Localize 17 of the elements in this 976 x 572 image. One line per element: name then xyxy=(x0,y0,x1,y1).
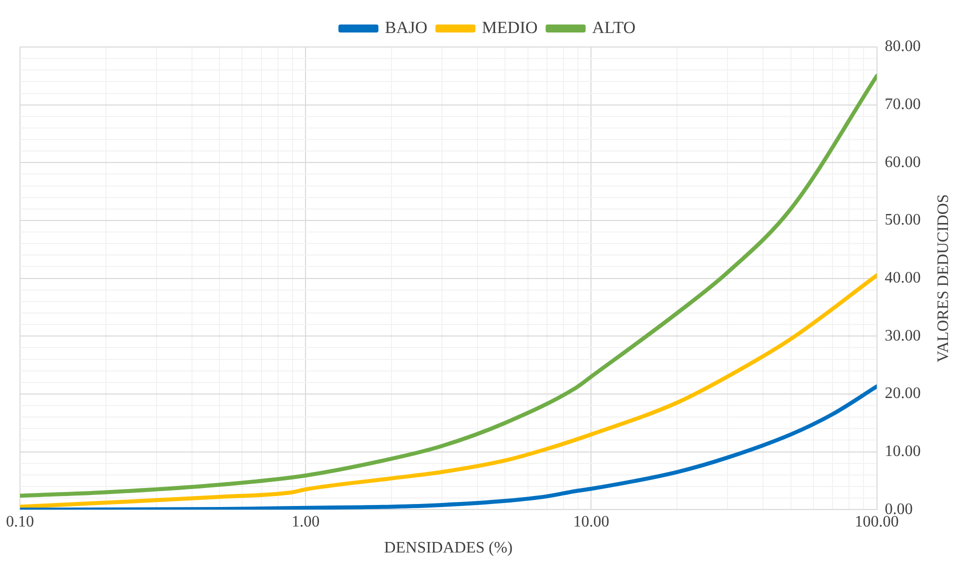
y-tick-label: 30.00 xyxy=(884,327,921,344)
y-tick-label: 80.00 xyxy=(884,38,921,56)
x-tick-label: 10.00 xyxy=(573,513,610,530)
y-tick-label: 70.00 xyxy=(884,96,921,114)
legend-label: MEDIO xyxy=(482,18,538,37)
x-axis-title: DENSIDADES (%) xyxy=(384,540,513,557)
y-tick-label: 40.00 xyxy=(884,270,921,287)
y-axis-title: VALORES DEDUCIDOS xyxy=(935,194,952,362)
y-tick-label: 20.00 xyxy=(884,385,921,402)
legend-label: BAJO xyxy=(384,18,428,37)
y-tick-label: 10.00 xyxy=(884,442,921,460)
y-tick-label: 50.00 xyxy=(884,212,921,229)
y-tick-label: 60.00 xyxy=(884,154,921,171)
x-tick-label: 1.00 xyxy=(292,513,320,530)
legend-label: ALTO xyxy=(592,18,636,37)
x-tick-label: 100.00 xyxy=(854,513,899,530)
x-tick-label: 0.10 xyxy=(6,513,34,530)
